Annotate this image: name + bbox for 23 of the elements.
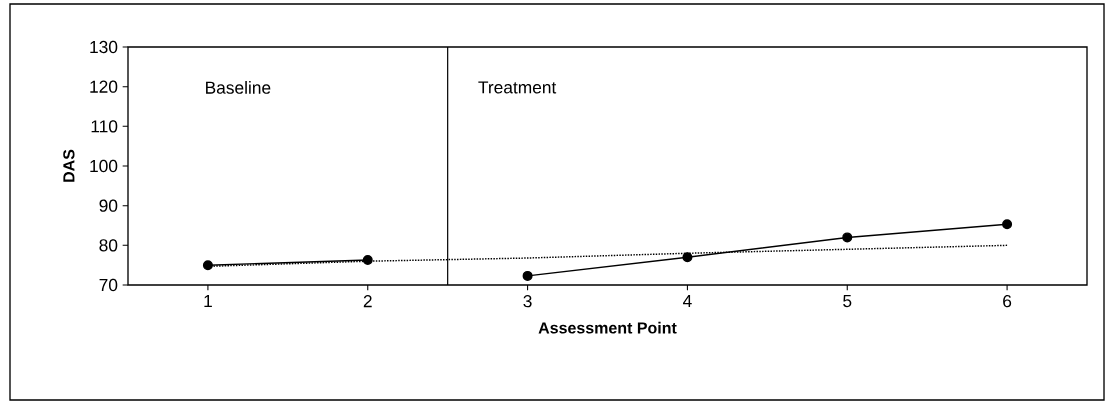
point bbox=[522, 270, 533, 281]
y-tick-label: 120 bbox=[90, 80, 118, 93]
y-tick-label: 130 bbox=[90, 40, 118, 54]
x-tick-label: 1 bbox=[204, 295, 212, 307]
point bbox=[362, 255, 373, 266]
point bbox=[682, 252, 693, 263]
y-axis-title: DAS bbox=[63, 149, 75, 182]
point bbox=[842, 232, 853, 243]
y-tick-label: 100 bbox=[90, 159, 118, 173]
annotation: Baseline bbox=[206, 81, 271, 94]
point bbox=[202, 260, 213, 271]
x-tick-label: 4 bbox=[683, 295, 692, 307]
x-axis-title: Assessment Point bbox=[538, 321, 677, 334]
x-tick-label: 6 bbox=[1003, 295, 1012, 308]
point bbox=[1002, 219, 1013, 230]
y-tick-label: 110 bbox=[91, 120, 118, 133]
x-tick-label: 3 bbox=[523, 295, 532, 308]
y-tick-label: 70 bbox=[99, 278, 118, 292]
y-tick-label: 90 bbox=[99, 199, 118, 212]
x-tick-label: 2 bbox=[363, 295, 372, 308]
x-tick-label: 5 bbox=[843, 295, 852, 308]
annotation: Treatment bbox=[478, 81, 557, 94]
y-tick-label: 80 bbox=[99, 239, 118, 252]
